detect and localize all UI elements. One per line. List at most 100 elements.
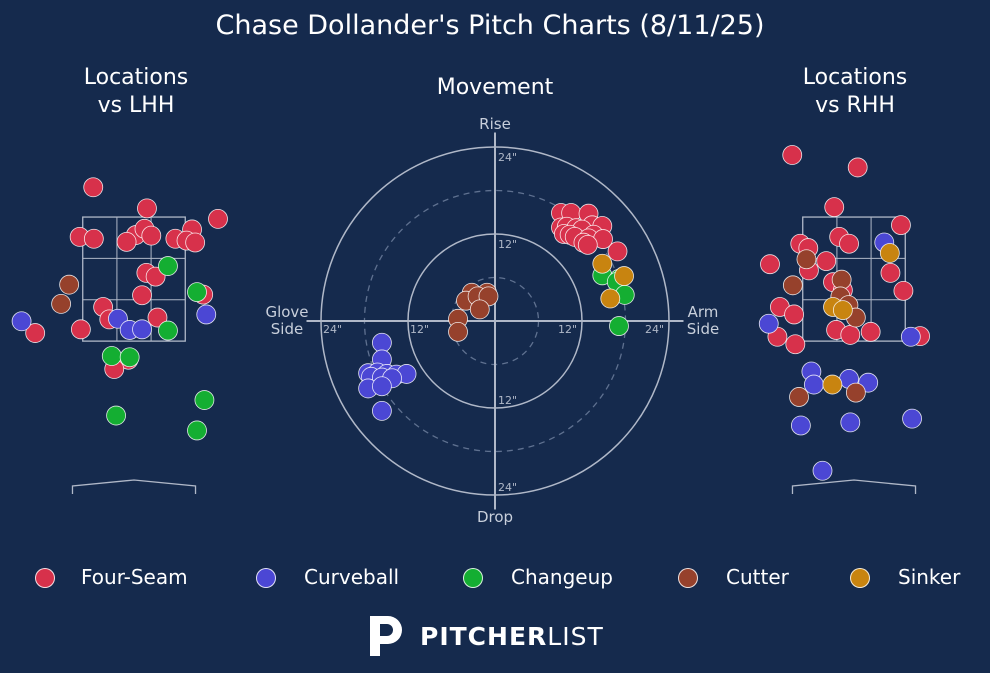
pitch-point-cutter: [782, 275, 803, 296]
pitch-charts-svg: 12"12"12" 12"24"24"24" 24"RiseDropGloveSid…: [11, 115, 930, 526]
movement-chart: 12"12"12" 12"24"24"24" 24"RiseDropGloveSid…: [265, 115, 719, 526]
pitch-point-four-seam: [785, 334, 806, 355]
pitch-point-changeup: [187, 282, 207, 303]
pitch-point-cutter: [796, 249, 817, 270]
lhh-location-chart: [11, 177, 228, 494]
pitch-point-four-seam: [83, 228, 104, 249]
pitch-point-four-seam: [25, 323, 46, 343]
pitch-point-cutter: [51, 293, 72, 314]
pitch-point-changeup: [106, 405, 126, 426]
pitch-point-curveball: [11, 311, 32, 332]
movement-point-curveball: [371, 332, 392, 353]
legend-label: Changeup: [511, 565, 613, 589]
pitch-point-four-seam: [840, 325, 861, 345]
pitch-point-four-seam: [147, 307, 168, 328]
pitch-point-curveball: [900, 326, 921, 347]
pitch-point-four-seam: [137, 198, 157, 219]
glove-side-label: Side: [271, 320, 303, 338]
pitch-point-four-seam: [847, 157, 868, 178]
ring-tick-label: 12": [558, 323, 577, 336]
pitch-point-changeup: [194, 390, 215, 410]
movement-point-four-seam: [607, 241, 628, 262]
rise-label: Rise: [479, 115, 511, 133]
movement-point-sinker: [600, 288, 621, 309]
legend-label: Curveball: [304, 565, 400, 589]
page-title: Chase Dollander's Pitch Charts (8/11/25): [215, 10, 765, 41]
brand-wordmark: PITCHERLIST: [420, 622, 604, 651]
pitch-point-curveball: [840, 412, 861, 433]
arm-side-label: Side: [687, 320, 719, 338]
brand-strong: PITCHER: [420, 622, 548, 651]
pitch-point-four-seam: [824, 197, 845, 218]
pitch-point-cutter: [789, 387, 809, 407]
brand-light: LIST: [547, 622, 604, 651]
changeup-swatch-icon: [463, 568, 483, 588]
pitch-point-four-seam: [891, 215, 911, 236]
ring-tick-label: 24": [498, 481, 517, 494]
legend-label: Sinker: [898, 565, 961, 589]
pitch-point-four-seam: [116, 231, 137, 252]
pitch-point-sinker: [879, 243, 900, 263]
pitch-point-changeup: [119, 347, 140, 368]
pitch-point-curveball: [790, 415, 811, 436]
sinker-swatch-icon: [850, 568, 870, 588]
pitch-point-changeup: [158, 320, 178, 341]
pitch-point-cutter: [845, 382, 866, 403]
ring-tick-label: 24": [498, 151, 517, 164]
pitcherlist-logo: PITCHERLIST: [366, 612, 606, 658]
pitch-point-four-seam: [141, 225, 162, 246]
pitch-point-curveball: [812, 460, 833, 481]
movement-point-cutter: [448, 321, 468, 342]
pitch-point-four-seam: [860, 321, 881, 342]
legend-label: Cutter: [726, 565, 789, 589]
pitch-point-four-seam: [816, 251, 837, 271]
ring-tick-label: 12": [498, 238, 517, 251]
home-plate: [791, 479, 917, 494]
drop-label: Drop: [477, 508, 513, 526]
legend: Four-Seam Curveball Changeup Cutter Sink…: [0, 562, 990, 594]
pitch-point-four-seam: [784, 304, 804, 325]
legend-label: Four-Seam: [81, 565, 188, 589]
home-plate: [71, 479, 197, 494]
pitch-point-curveball: [902, 408, 922, 429]
pitch-point-curveball: [758, 313, 779, 334]
movement-point-curveball: [371, 400, 392, 421]
glove-side-label: Glove: [265, 303, 308, 321]
pitch-point-four-seam: [782, 145, 803, 165]
movement-point-sinker: [614, 266, 634, 286]
movement-point-changeup: [609, 316, 629, 336]
movement-panel-title: Movement: [436, 75, 554, 100]
pitch-point-sinker: [822, 374, 843, 395]
ring-tick-label: 24": [323, 323, 342, 336]
pitch-point-changeup: [187, 420, 207, 441]
arm-side-label: Arm: [688, 303, 719, 321]
pitch-point-four-seam: [132, 285, 152, 306]
pitch-point-four-seam: [185, 232, 206, 253]
movement-point-curveball: [371, 376, 392, 397]
lhh-panel-title: Locations vs LHH: [83, 65, 189, 118]
pitch-point-curveball: [803, 374, 824, 395]
ring-tick-label: 12": [498, 394, 517, 407]
strike-zone: [82, 216, 186, 342]
pitch-point-four-seam: [760, 254, 780, 275]
pitch-point-curveball: [132, 319, 152, 340]
four-seam-swatch-icon: [35, 568, 55, 588]
pitch-point-sinker: [832, 300, 853, 321]
pitch-point-four-seam: [839, 233, 859, 254]
curveball-swatch-icon: [256, 568, 276, 588]
pitch-point-four-seam: [83, 177, 104, 198]
pitch-point-cutter: [59, 274, 80, 295]
pitch-point-four-seam: [70, 319, 91, 340]
movement-point-sinker: [592, 253, 613, 274]
pitch-point-four-seam: [893, 280, 914, 301]
movement-point-four-seam: [577, 234, 598, 255]
pitch-point-changeup: [158, 256, 178, 276]
ring-tick-label: 24": [645, 323, 664, 336]
rhh-panel-title: Locations vs RHH: [802, 65, 908, 118]
cutter-swatch-icon: [678, 568, 698, 588]
rhh-location-chart: [758, 145, 930, 494]
pitch-point-four-seam: [208, 209, 228, 229]
pitcherlist-p-icon: [370, 616, 402, 656]
pitch-point-four-seam: [880, 262, 901, 283]
pitch-point-cutter: [831, 269, 852, 290]
